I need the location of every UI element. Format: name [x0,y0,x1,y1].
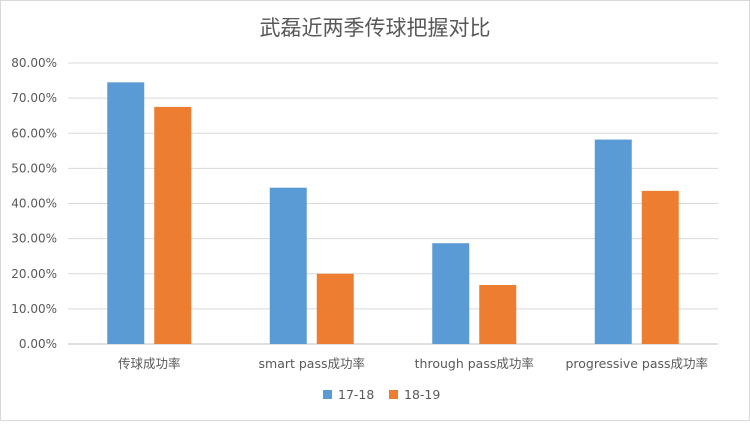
y-axis-ticks: 0.00% 10.00% 20.00% 30.00% 40.00% 50.00% 60.00… [11,56,57,351]
x-axis-labels: 传球成功率 smart pass成功率 through pass成功率 progres… [118,356,708,371]
x-category-label: 传球成功率 [118,356,181,371]
y-tick-label: 70.00% [11,91,57,105]
legend-swatch [323,390,332,399]
legend-swatch [389,390,398,399]
y-tick-label: 60.00% [11,126,57,140]
bar-18-19-1 [316,273,354,344]
y-tick-label: 80.00% [11,56,57,70]
y-tick-label: 20.00% [11,267,57,281]
bar-18-19-2 [479,284,517,344]
y-tick-label: 10.00% [11,302,57,316]
bar-17-18-1 [269,187,307,344]
x-category-label: through pass成功率 [415,356,534,371]
y-tick-label: 0.00% [19,337,57,351]
bar-18-19-0 [154,106,192,344]
x-category-label: smart pass成功率 [259,356,365,371]
bar-17-18-3 [594,139,632,344]
bar-17-18-0 [107,82,145,344]
legend-label: 17-18 [338,387,374,402]
legend: 17-18 18-19 [323,387,440,402]
chart-title: 武磊近两季传球把握对比 [260,16,491,40]
y-tick-label: 40.00% [11,197,57,211]
x-category-label: progressive pass成功率 [565,356,708,371]
bars [107,82,679,344]
bar-18-19-3 [641,190,679,344]
legend-label: 18-19 [404,387,440,402]
y-tick-label: 30.00% [11,232,57,246]
y-tick-label: 50.00% [11,161,57,175]
bar-17-18-2 [432,243,470,344]
